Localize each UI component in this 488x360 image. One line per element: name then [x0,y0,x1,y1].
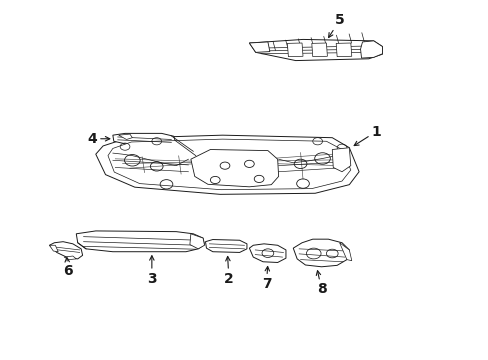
Polygon shape [360,41,382,58]
Polygon shape [335,43,351,57]
Polygon shape [49,245,58,252]
Polygon shape [249,40,382,60]
Polygon shape [108,139,350,190]
Polygon shape [96,135,358,194]
Polygon shape [205,239,246,252]
Polygon shape [311,43,327,57]
Polygon shape [287,43,303,57]
Polygon shape [113,134,175,145]
Polygon shape [249,42,269,52]
Text: 3: 3 [147,256,156,285]
Text: 4: 4 [87,132,110,146]
Polygon shape [339,243,351,261]
Polygon shape [76,231,204,252]
Text: 1: 1 [353,125,380,145]
Polygon shape [249,244,285,262]
Polygon shape [189,234,204,249]
Polygon shape [331,148,350,172]
Text: 5: 5 [328,13,344,37]
Polygon shape [49,242,82,259]
Polygon shape [190,149,278,187]
Polygon shape [119,134,132,139]
Text: 8: 8 [316,271,326,296]
Text: 2: 2 [224,256,233,285]
Polygon shape [293,239,348,267]
Text: 7: 7 [261,266,271,291]
Polygon shape [64,256,76,260]
Text: 6: 6 [63,257,73,278]
